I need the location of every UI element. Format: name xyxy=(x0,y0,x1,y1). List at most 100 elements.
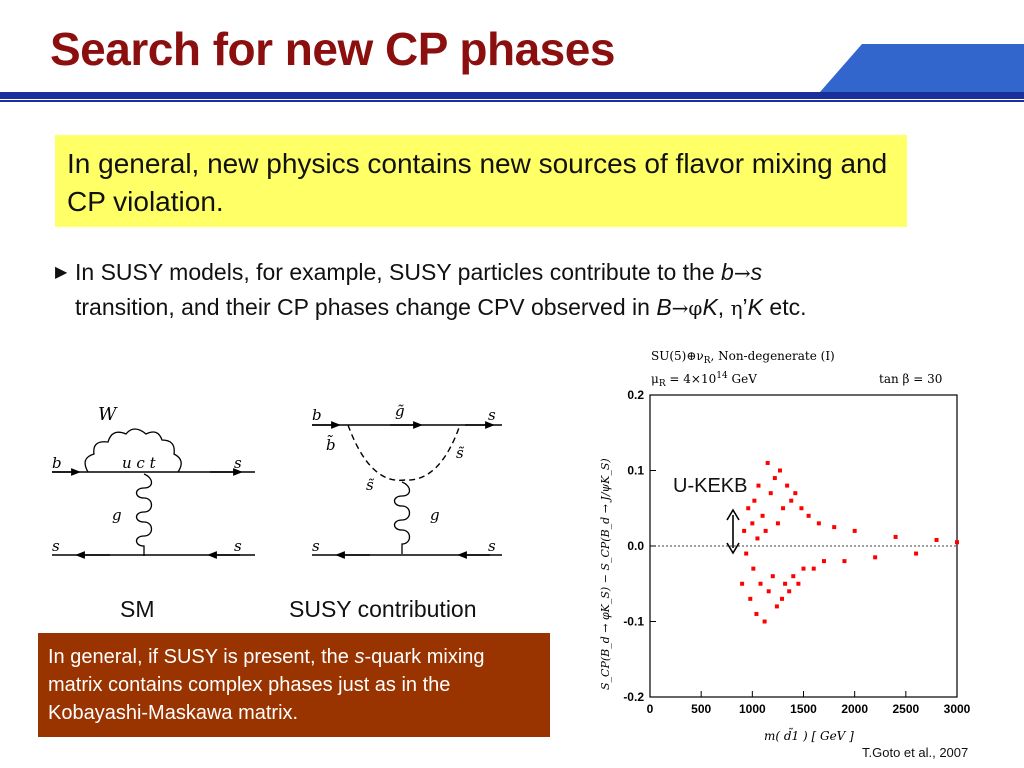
scatter-point xyxy=(751,566,756,571)
bullet-arrow: → xyxy=(733,261,751,285)
susy-squark-loop xyxy=(347,424,461,482)
bullet-line2: transition, and their CP phases change C… xyxy=(75,294,657,320)
scatter-point xyxy=(914,551,919,556)
x-tick-label: 1500 xyxy=(790,702,817,716)
scatter-point xyxy=(801,566,806,571)
header-accent-shape xyxy=(820,44,1024,92)
x-tick-label: 3000 xyxy=(944,702,971,716)
note-box: In general, if SUSY is present, the s-qu… xyxy=(38,633,550,737)
susy-label-g: g xyxy=(430,506,440,524)
plot-legend-line2: μR = 4×1014 GeV xyxy=(651,371,757,389)
susy-label-b-tilde: b̃ xyxy=(326,435,336,454)
scatter-point xyxy=(842,559,847,564)
sm-label-s-right: s xyxy=(234,537,242,555)
y-tick-label: -0.1 xyxy=(623,615,644,629)
scatter-point xyxy=(768,491,773,496)
scatter-point xyxy=(770,574,775,579)
bullet-eta: η xyxy=(730,296,743,320)
y-tick-label: -0.2 xyxy=(623,690,644,704)
note-part2: -quark mixing matrix contains complex ph… xyxy=(48,646,485,724)
x-tick-label: 0 xyxy=(647,702,654,716)
scatter-point xyxy=(796,581,801,586)
plot-legend-line1: SU(5)⊕νR, Non-degenerate (I) xyxy=(651,349,835,366)
scatter-point xyxy=(760,513,765,518)
susy-label-s-tilde-right: s̃ xyxy=(456,444,464,462)
scatter-point xyxy=(742,528,747,533)
scatter-point xyxy=(763,528,768,533)
sm-label-s-left: s xyxy=(52,537,60,555)
scatter-point xyxy=(740,581,745,586)
scatter-plot: SU(5)⊕νR, Non-degenerate (I) μR = 4×1014… xyxy=(599,349,971,743)
susy-diagram: b g̃ s b̃ s̃ s̃ g s s xyxy=(312,402,502,559)
header-rule-thin xyxy=(0,100,1024,102)
scatter-point xyxy=(787,589,792,594)
sm-gluon xyxy=(135,473,153,556)
scatter-point xyxy=(756,483,761,488)
scatter-point xyxy=(755,536,760,541)
susy-label-s-left: s xyxy=(312,537,320,555)
sm-w-boson xyxy=(84,428,182,473)
scatter-point xyxy=(816,521,821,526)
x-tick-label: 2500 xyxy=(892,702,919,716)
bullet-s: s xyxy=(750,259,763,285)
plot-ticks: 0 500 1000 1500 2000 2500 3000 0.2 0.1 0.0 -0.1 -0.… xyxy=(623,388,970,716)
susy-label-s-right: s xyxy=(488,537,496,555)
scatter-point xyxy=(806,513,811,518)
scatter-point xyxy=(765,460,770,465)
y-tick-label: 0.2 xyxy=(627,388,644,402)
scatter-point xyxy=(762,619,767,624)
scatter-point xyxy=(748,596,753,601)
x-tick-label: 500 xyxy=(691,702,711,716)
plot-x-label: m( d̃1 ) [ GeV ] xyxy=(764,727,854,743)
plot-annotation-arrow-head-bottom xyxy=(726,542,740,555)
scatter-point xyxy=(774,604,779,609)
scatter-point xyxy=(934,537,939,542)
scatter-point xyxy=(821,559,826,564)
bullet-K: K xyxy=(702,294,718,320)
plot-y-label: S_CP(B_d → φK_S) − S_CP(B_d → J/ψK_S) xyxy=(599,458,612,690)
y-tick-label: 0.0 xyxy=(627,539,644,553)
scatter-point xyxy=(783,581,788,586)
scatter-point xyxy=(746,506,751,511)
susy-gluon xyxy=(393,481,411,554)
scatter-point xyxy=(852,528,857,533)
sm-label-uct: u c t xyxy=(122,454,157,472)
susy-label-gluino: g̃ xyxy=(395,402,405,420)
scatter-point xyxy=(766,589,771,594)
x-tick-label: 1000 xyxy=(739,702,766,716)
scatter-point xyxy=(758,581,763,586)
scatter-point xyxy=(832,525,837,530)
sm-label-g: g xyxy=(112,506,122,524)
caption-susy: SUSY contribution xyxy=(289,596,477,622)
scatter-point xyxy=(744,551,749,556)
sm-label-w: W xyxy=(98,404,118,425)
slide-title: Search for new CP phases xyxy=(50,23,615,75)
citation: T.Goto et al., 2007 xyxy=(862,745,969,760)
bullet-line1: In SUSY models, for example, SUSY partic… xyxy=(75,259,722,285)
plot-points xyxy=(740,460,959,624)
note-part1: In general, if SUSY is present, the xyxy=(48,646,355,668)
bullet-K2: K xyxy=(747,294,764,320)
susy-label-b: b xyxy=(312,406,322,424)
bullet-phi: φ xyxy=(688,296,703,320)
scatter-point xyxy=(955,540,959,545)
bullet-text: In SUSY models, for example, SUSY partic… xyxy=(75,255,985,325)
bullet-comma: , xyxy=(717,294,731,320)
scatter-point xyxy=(799,506,804,511)
scatter-point xyxy=(811,566,816,571)
x-tick-label: 2000 xyxy=(841,702,868,716)
plot-legend-tan: tan β = 30 xyxy=(879,372,942,386)
bullet-arrow-2: → xyxy=(671,296,689,320)
scatter-point xyxy=(873,555,878,560)
sm-label-b: b xyxy=(52,454,62,472)
bullet-etc: etc. xyxy=(763,294,807,320)
bullet-triangle-icon: ▶ xyxy=(55,264,68,281)
highlight-box: In general, new physics contains new sou… xyxy=(55,135,907,227)
annotation-ukekb: U-KEKB xyxy=(673,475,748,497)
scatter-point xyxy=(777,468,782,473)
scatter-point xyxy=(893,534,898,539)
plot-annotation-arrow-head-top xyxy=(726,508,740,521)
scatter-point xyxy=(789,498,794,503)
scatter-point xyxy=(775,521,780,526)
y-tick-label: 0.1 xyxy=(627,464,644,478)
